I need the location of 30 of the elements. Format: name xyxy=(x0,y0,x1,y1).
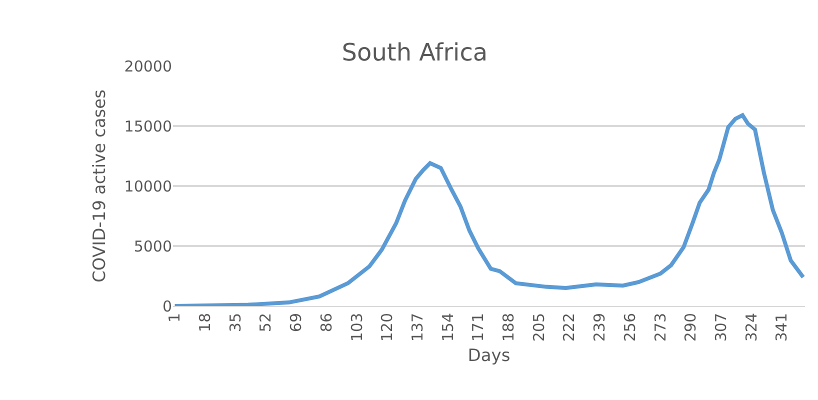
x-tick-label: 86 xyxy=(317,313,336,332)
x-tick-label: 154 xyxy=(438,313,457,342)
chart-title: South Africa xyxy=(342,38,488,66)
x-tick-label: 18 xyxy=(196,313,214,332)
y-tick-label: 5000 xyxy=(134,237,172,256)
x-tick-label: 69 xyxy=(287,313,306,332)
x-tick-label: 103 xyxy=(348,313,366,342)
y-tick-label: 0 xyxy=(162,297,172,316)
x-tick-label: 273 xyxy=(651,313,670,342)
x-tick-label: 324 xyxy=(742,313,760,342)
x-tick-label: 137 xyxy=(408,313,426,342)
x-tick-label: 256 xyxy=(620,313,639,342)
line-series xyxy=(173,113,805,306)
x-tick-label: 171 xyxy=(469,313,488,342)
x-tick-label: 341 xyxy=(772,313,791,342)
x-tick-label: 222 xyxy=(560,313,578,342)
x-tick-label: 290 xyxy=(682,313,700,342)
y-tick-label: 15000 xyxy=(124,117,172,136)
x-tick-label: 239 xyxy=(590,313,609,342)
y-tick-label: 20000 xyxy=(124,57,172,76)
x-tick-label: 307 xyxy=(712,313,730,342)
x-tick-label: 52 xyxy=(256,313,275,332)
x-tick-label: 205 xyxy=(530,313,548,342)
x-tick-label: 120 xyxy=(378,313,396,342)
x-tick-label: 35 xyxy=(226,313,244,332)
y-axis-title: COVID-19 active cases xyxy=(90,89,110,282)
x-axis-title: Days xyxy=(468,346,510,366)
x-tick-label: 188 xyxy=(500,313,518,342)
y-tick-label: 10000 xyxy=(124,177,172,196)
x-tick-label: 1 xyxy=(166,313,184,323)
